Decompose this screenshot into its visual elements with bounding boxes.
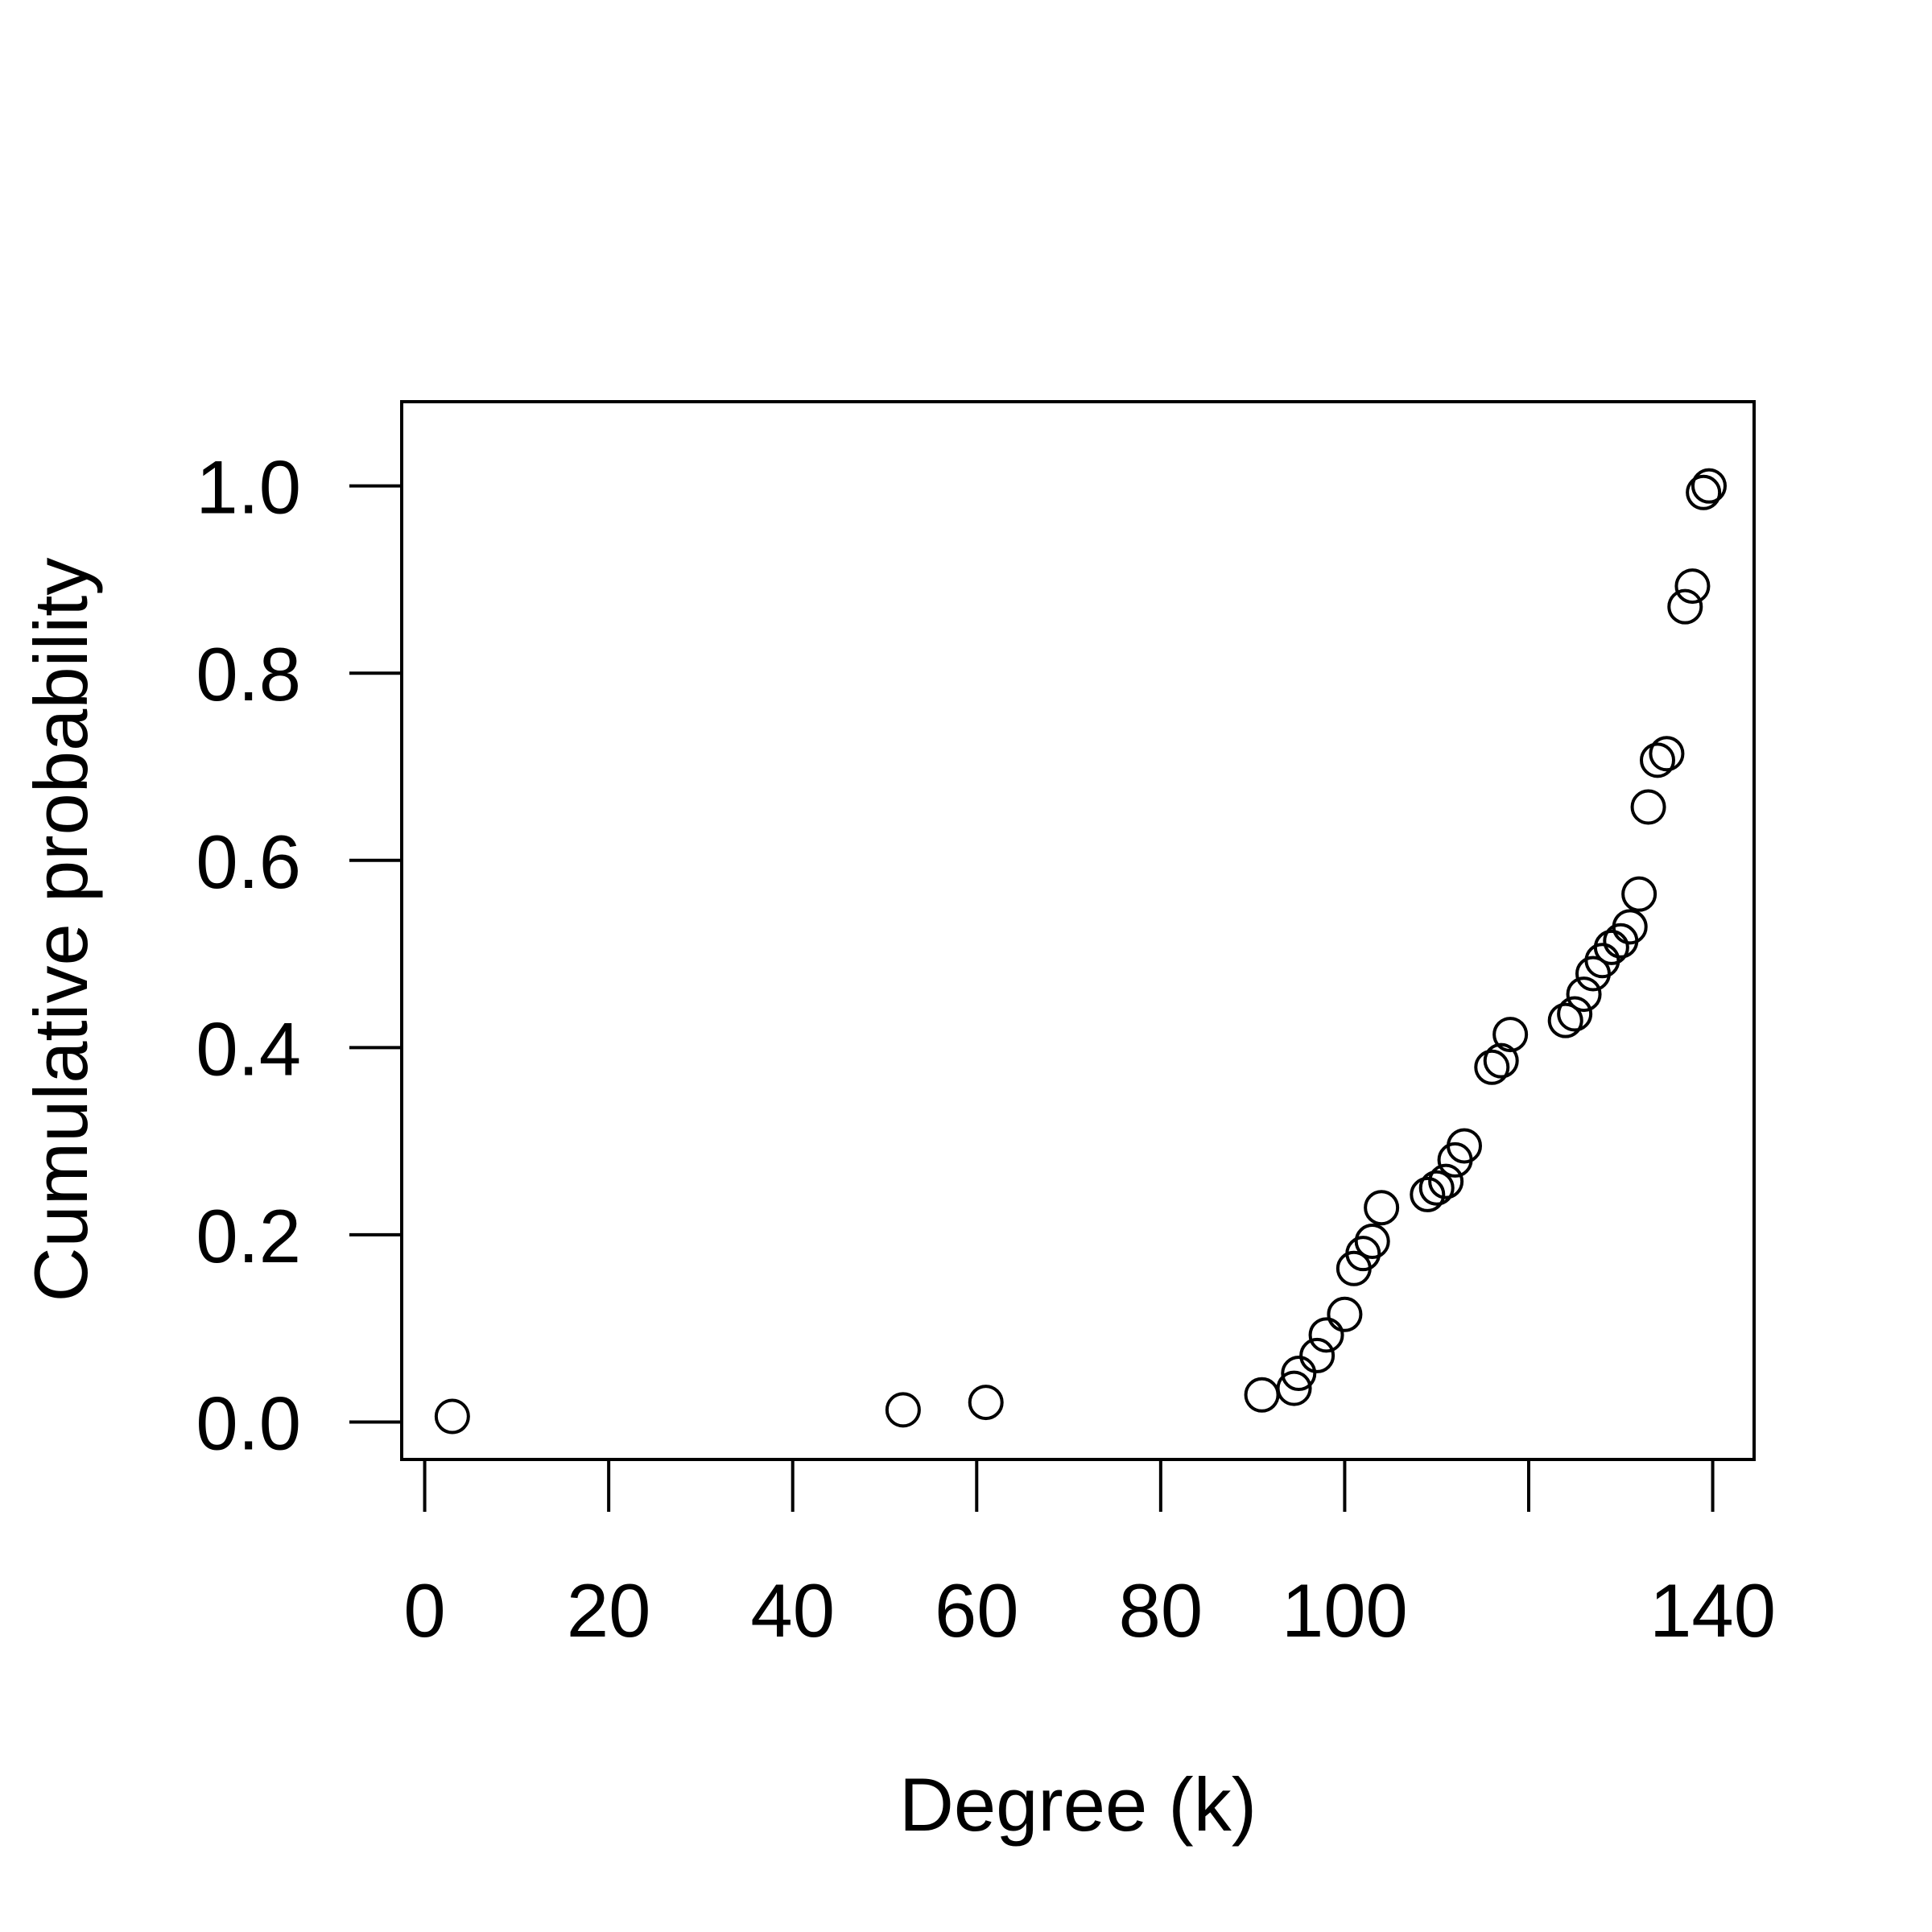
data-point [1364, 1190, 1400, 1226]
data-point [1593, 929, 1629, 965]
data-point [1621, 876, 1657, 912]
data-point [1428, 1163, 1464, 1199]
x-tick-label: 0 [403, 1568, 445, 1653]
x-axis-title: Degree (k) [899, 1762, 1257, 1847]
data-point [1557, 996, 1593, 1032]
x-tick-label: 40 [750, 1568, 835, 1653]
x-axis: 0 20 40 60 80 100 140 [403, 1458, 1776, 1653]
data-point [1640, 742, 1675, 778]
data-point [1418, 1170, 1455, 1206]
data-point [1649, 736, 1685, 772]
y-tick-label: 0.0 [196, 1381, 301, 1465]
y-tick-label: 0.8 [196, 632, 301, 716]
data-point [885, 1392, 921, 1428]
data-point [1345, 1236, 1381, 1272]
data-point [1244, 1377, 1280, 1413]
y-tick-label: 0.6 [196, 819, 301, 904]
data-point [1327, 1296, 1363, 1332]
data-point [1566, 976, 1602, 1013]
plot-frame [400, 400, 1756, 1461]
data-point [1447, 1128, 1482, 1164]
y-axis-title: Cumulative probability [19, 558, 103, 1302]
x-tick-label: 20 [567, 1568, 651, 1653]
data-point [1308, 1317, 1344, 1353]
data-point [1612, 909, 1648, 945]
data-point [1667, 588, 1703, 625]
data-point [1492, 1017, 1529, 1053]
x-tick-label: 60 [935, 1568, 1019, 1653]
data-point [1630, 789, 1666, 825]
data-point [1276, 1370, 1312, 1406]
x-tick-label: 80 [1119, 1568, 1203, 1653]
x-tick-label: 140 [1649, 1568, 1776, 1653]
data-point [1354, 1224, 1390, 1260]
y-tick-label: 0.2 [196, 1194, 301, 1278]
y-tick-label: 0.4 [196, 1006, 301, 1091]
data-point [1281, 1356, 1317, 1392]
data-point [1547, 1002, 1583, 1038]
data-point [1674, 568, 1711, 605]
data-point [1299, 1337, 1335, 1373]
data-point [1410, 1176, 1446, 1212]
data-point [434, 1398, 470, 1435]
x-tick-label: 100 [1282, 1568, 1408, 1653]
data-point [1474, 1049, 1510, 1085]
data-point [1691, 468, 1727, 504]
y-axis: 0.0 0.2 0.4 0.6 0.8 1.0 [196, 445, 403, 1465]
y-tick-label: 1.0 [196, 445, 301, 530]
data-point [968, 1385, 1004, 1421]
data-point [1483, 1042, 1519, 1079]
data-point [1686, 474, 1722, 510]
data-points [434, 468, 1727, 1435]
